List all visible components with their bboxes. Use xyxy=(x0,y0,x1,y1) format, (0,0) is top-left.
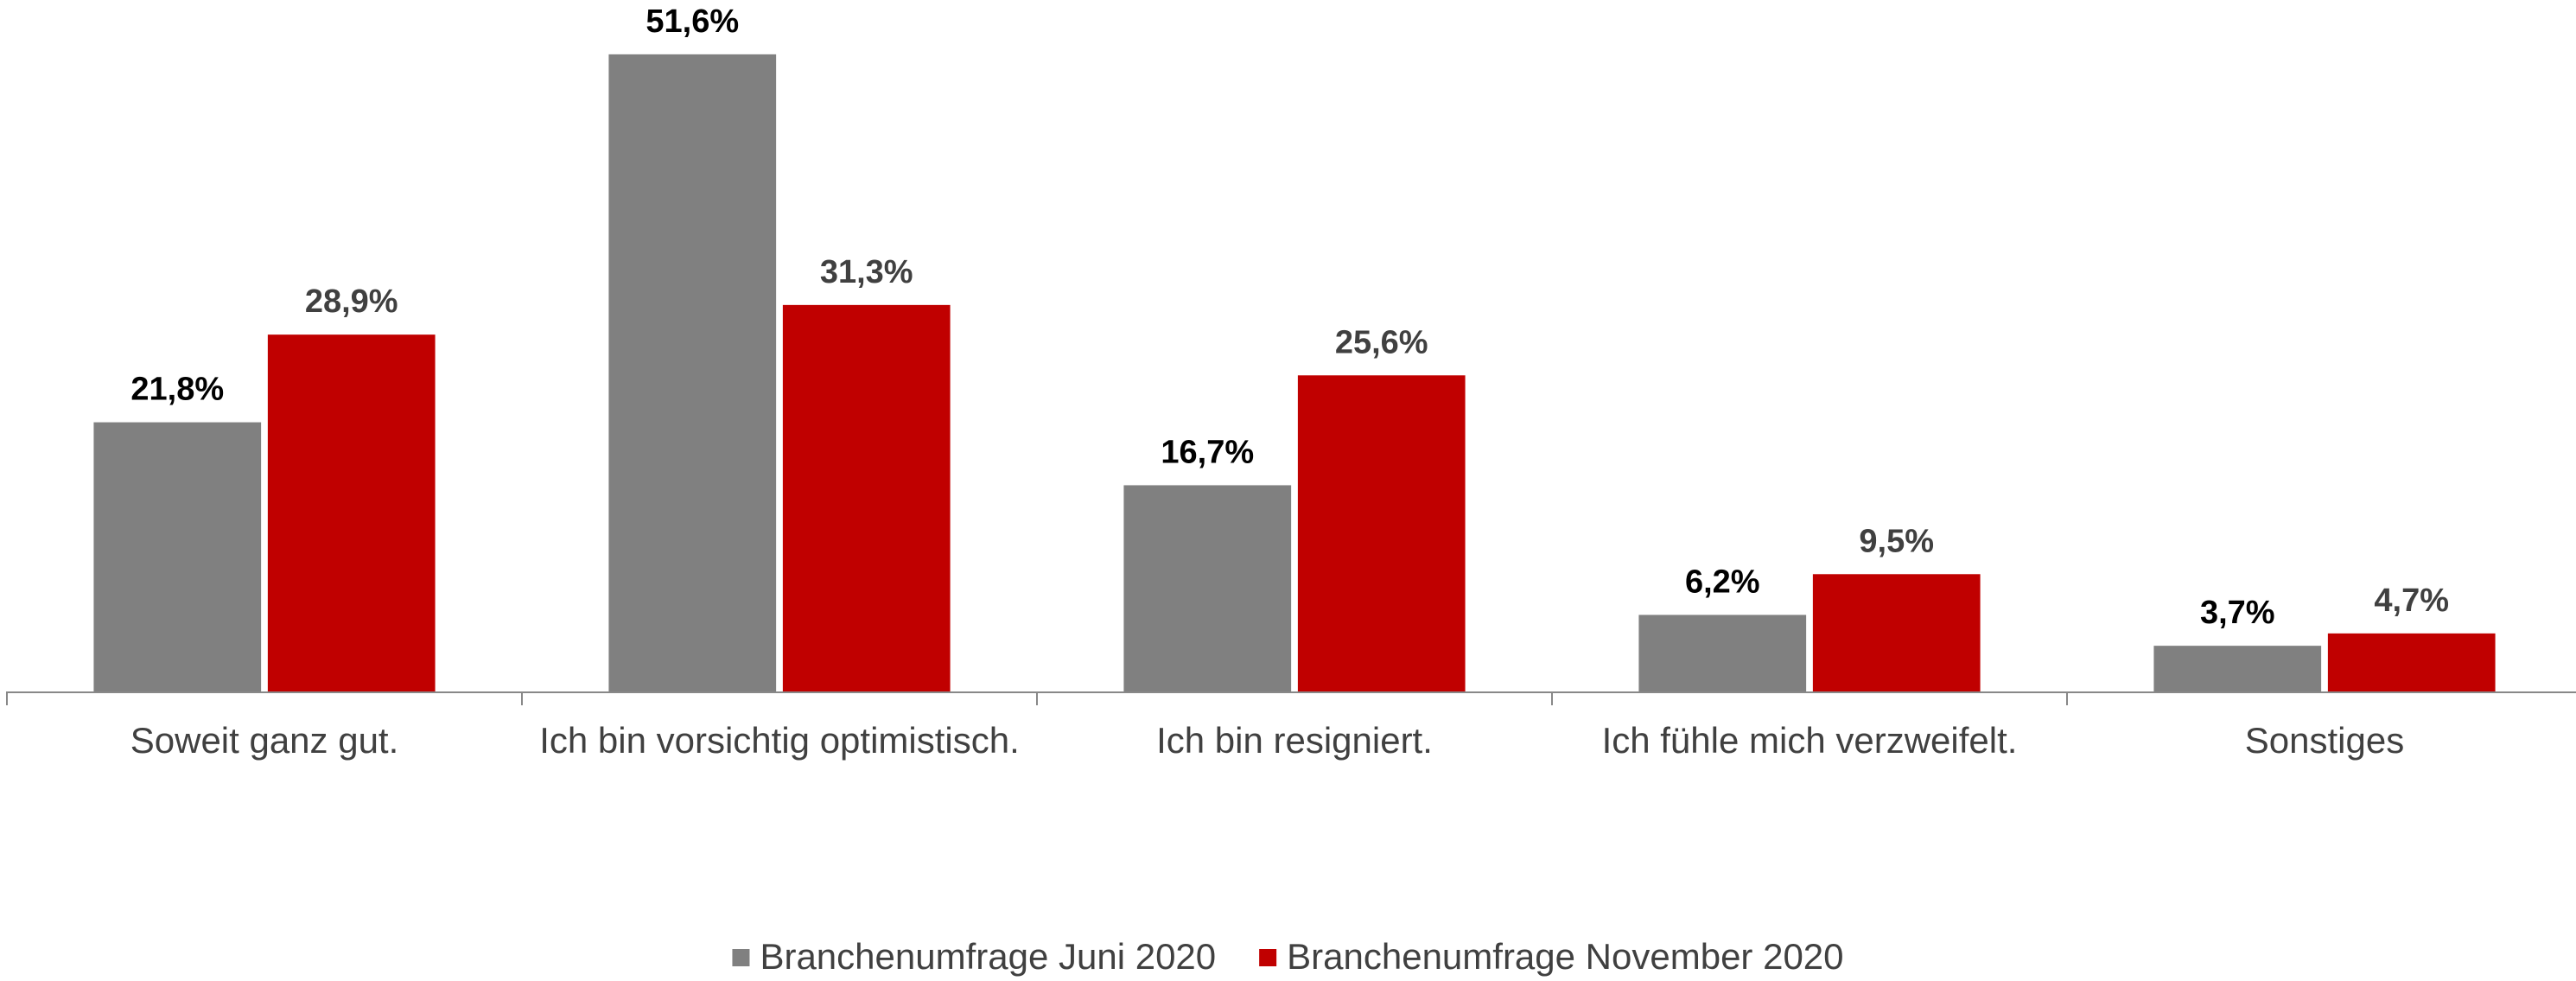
bar xyxy=(782,304,951,691)
value-label: 9,5% xyxy=(1859,523,1934,559)
x-tick-label: Ich bin vorsichtig optimistisch. xyxy=(539,720,1020,761)
bar xyxy=(1638,615,1807,691)
value-label: 21,8% xyxy=(130,372,224,408)
value-label: 25,6% xyxy=(1335,324,1428,360)
value-label: 3,7% xyxy=(2200,595,2275,631)
bar xyxy=(93,422,262,691)
value-label: 51,6% xyxy=(646,3,739,40)
legend-swatch xyxy=(1259,949,1277,966)
bar xyxy=(1812,574,1981,691)
x-tick-label: Soweit ganz gut. xyxy=(130,720,399,761)
bar xyxy=(2153,646,2322,691)
value-label: 6,2% xyxy=(1685,564,1760,600)
bar xyxy=(608,54,777,692)
x-tick-label: Sonstiges xyxy=(2245,720,2404,761)
bar xyxy=(267,334,436,691)
legend-swatch xyxy=(732,949,750,966)
legend-label: Branchenumfrage November 2020 xyxy=(1287,936,1843,977)
x-tick-label: Ich fühle mich verzweifelt. xyxy=(1602,720,2018,761)
bar xyxy=(1123,485,1292,691)
bar xyxy=(2327,633,2496,691)
value-label: 28,9% xyxy=(305,283,398,320)
x-tick-label: Ich bin resigniert. xyxy=(1156,720,1433,761)
legend-label: Branchenumfrage Juni 2020 xyxy=(760,936,1216,977)
value-label: 16,7% xyxy=(1161,434,1254,470)
value-label: 4,7% xyxy=(2374,583,2449,619)
bar xyxy=(1297,375,1466,691)
value-label: 31,3% xyxy=(820,254,913,290)
